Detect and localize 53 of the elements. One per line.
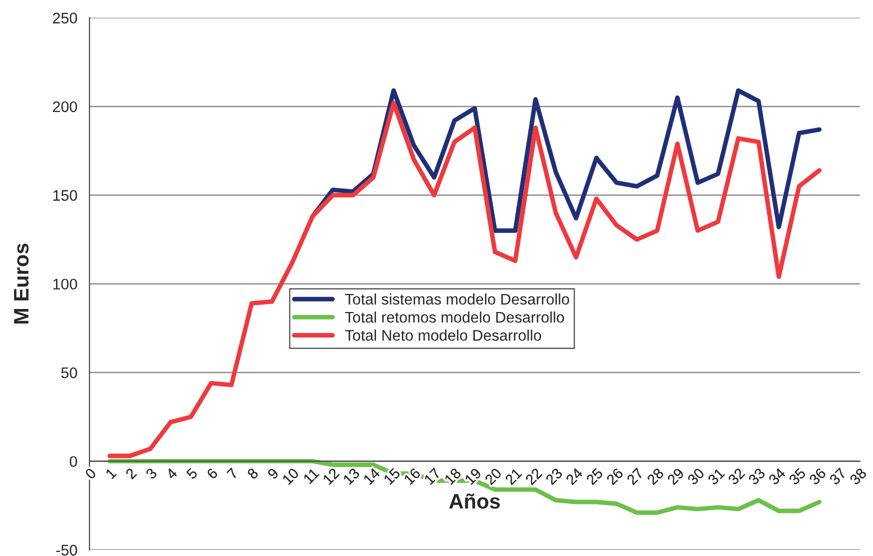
x-tick-label: 37 — [828, 468, 847, 486]
legend-label: Total retomos modelo Desarrollo — [345, 311, 564, 323]
x-tick-label: 23 — [545, 467, 563, 486]
x-tick-label: 15 — [383, 468, 401, 486]
x-tick-label: 38 — [849, 467, 868, 486]
x-tick-label: 1 — [105, 468, 117, 480]
x-tick-label: 26 — [606, 467, 624, 486]
x-tick-label: 35 — [788, 467, 806, 486]
x-tick-label: 30 — [686, 467, 705, 486]
x-tick-label: 19 — [464, 468, 482, 486]
x-tick-label: 10 — [282, 467, 300, 486]
y-tick-label: -50 — [56, 544, 78, 556]
x-tick-label: 9 — [266, 468, 280, 480]
legend-label: Total Neto modelo Desarrollo — [345, 330, 542, 341]
line-series — [310, 88, 822, 233]
x-tick-label: 2 — [125, 468, 137, 480]
y-tick-label: 200 — [52, 101, 78, 112]
x-tick-label: 28 — [646, 467, 664, 486]
x-tick-label: 32 — [727, 468, 746, 486]
x-tick-label: 29 — [666, 468, 685, 486]
x-tick-label: 34 — [768, 467, 786, 486]
y-axis-title: M Euros — [14, 244, 29, 324]
x-tick-label: 0 — [84, 467, 97, 480]
x-tick-label: 3 — [145, 467, 158, 480]
x-tick-label: 31 — [707, 468, 726, 486]
x-tick-label: 22 — [524, 468, 542, 486]
x-tick-label: 33 — [748, 467, 766, 486]
x-tick-label: 4 — [165, 467, 178, 480]
x-tick-label: 7 — [226, 468, 238, 480]
x-tick-label: 13 — [342, 467, 360, 486]
legend-label: Total sistemas modelo Desarrollo — [345, 293, 570, 305]
y-tick-label: 250 — [52, 12, 78, 24]
x-tick-label: 11 — [302, 468, 320, 484]
y-tick-label: 100 — [53, 278, 78, 290]
x-tick-label: 14 — [363, 467, 380, 485]
line-series — [108, 100, 822, 458]
y-tick-label: 50 — [61, 367, 78, 378]
x-tick-label: 16 — [403, 467, 421, 486]
x-tick-label: 18 — [444, 467, 462, 486]
x-tick-label: 17 — [424, 468, 442, 485]
x-tick-label: 24 — [565, 467, 584, 486]
x-tick-label: 8 — [246, 467, 259, 480]
x-tick-label: 36 — [808, 467, 826, 486]
y-tick-label: 0 — [70, 456, 78, 467]
x-axis-title: Años — [449, 493, 500, 509]
x-tick-label: 12 — [322, 468, 340, 485]
y-tick-label: 150 — [53, 190, 78, 201]
x-tick-label: 5 — [186, 468, 198, 480]
x-tick-label: 20 — [484, 467, 502, 486]
x-tick-label: 21 — [504, 468, 522, 486]
x-tick-label: 6 — [206, 467, 218, 480]
x-tick-label: 25 — [586, 467, 604, 486]
x-tick-label: 27 — [626, 468, 644, 486]
